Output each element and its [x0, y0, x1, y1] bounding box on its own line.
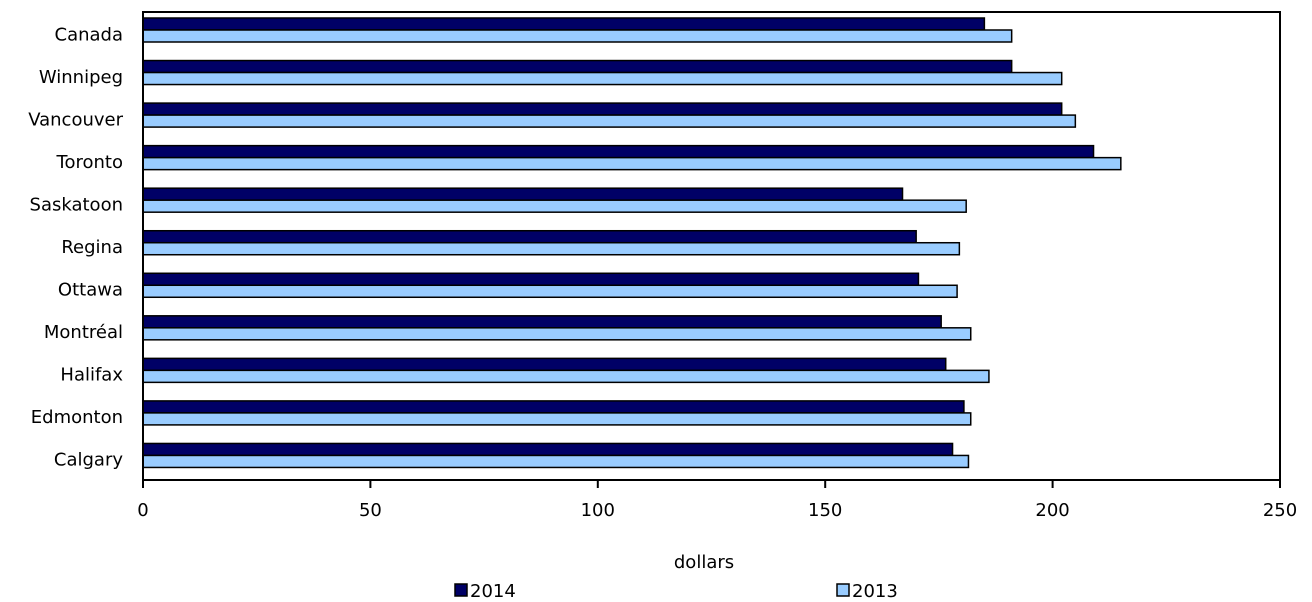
bar-2014-toronto	[142, 144, 1095, 159]
legend-swatch-2014	[454, 583, 468, 597]
x-tick-label: 150	[808, 500, 842, 521]
legend: 2014 2013	[454, 581, 898, 602]
category-label: Calgary	[54, 450, 123, 471]
bar-2013-ottawa	[142, 284, 958, 299]
category-label: Winnipeg	[39, 67, 123, 88]
bar-2013-winnipeg	[142, 71, 1063, 86]
bar-2013-calgary	[142, 454, 970, 469]
bars-layer	[142, 17, 1122, 469]
category-label: Vancouver	[28, 109, 123, 130]
x-tick-label: 100	[581, 500, 615, 521]
x-axis: 0 50 100 150 200 250	[137, 480, 1297, 521]
bar-2014-halifax	[142, 357, 947, 372]
x-tick-label: 50	[359, 500, 382, 521]
bar-2013-montréal	[142, 327, 972, 341]
category-label: Canada	[55, 24, 124, 45]
category-label: Toronto	[56, 152, 123, 173]
category-label: Halifax	[60, 365, 123, 386]
category-label: Edmonton	[31, 407, 123, 428]
bar-2013-saskatoon	[142, 199, 967, 213]
bar-2014-vancouver	[142, 102, 1063, 116]
bar-2013-regina	[142, 241, 961, 256]
plot-frame	[142, 11, 1281, 481]
category-label: Montréal	[44, 322, 123, 343]
bar-2013-halifax	[142, 369, 990, 384]
category-label: Saskatoon	[30, 194, 123, 215]
category-labels: Canada Winnipeg Vancouver Toronto Saskatoon R…	[28, 24, 123, 470]
bar-2013-vancouver	[142, 114, 1077, 128]
bar-2014-montréal	[142, 315, 942, 329]
bar-2014-regina	[142, 229, 917, 244]
legend-label-2014: 2014	[470, 581, 516, 602]
x-axis-title: dollars	[674, 552, 734, 573]
legend-label-2013: 2013	[852, 581, 898, 602]
bar-2014-canada	[142, 17, 986, 31]
bar-2013-canada	[142, 29, 1013, 43]
legend-swatch-2013	[836, 583, 850, 597]
category-label: Regina	[61, 237, 123, 258]
bar-2014-ottawa	[142, 272, 920, 287]
x-tick-label: 200	[1035, 500, 1069, 521]
bar-2014-calgary	[142, 442, 954, 457]
bar-2013-edmonton	[142, 412, 972, 426]
x-tick-label: 0	[137, 500, 148, 521]
bar-2013-toronto	[142, 156, 1122, 171]
bar-2014-saskatoon	[142, 187, 904, 201]
bar-2014-edmonton	[142, 400, 965, 414]
bar-2014-winnipeg	[142, 59, 1013, 74]
category-label: Ottawa	[58, 280, 123, 301]
x-tick-label: 250	[1263, 500, 1297, 521]
